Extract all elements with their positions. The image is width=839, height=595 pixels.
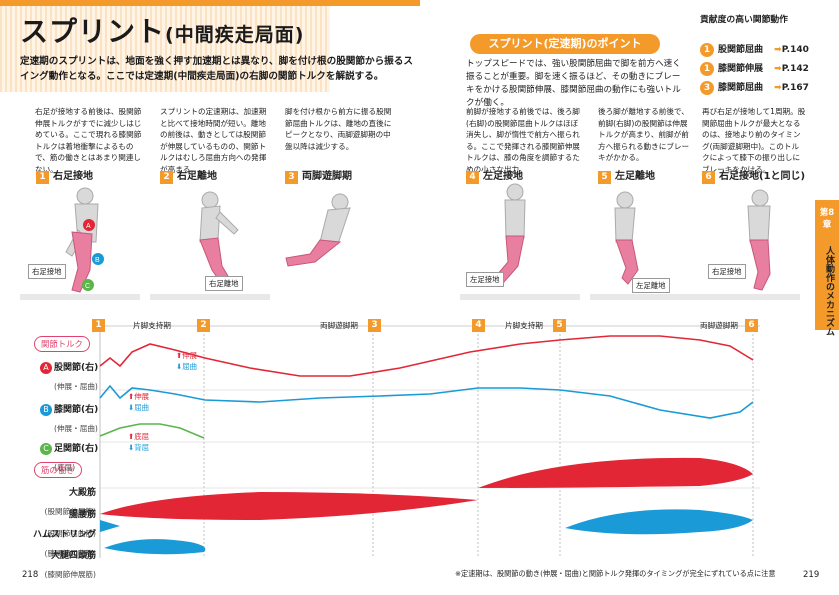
phase-marker-2: 2 [197, 312, 214, 332]
phase-desc-2: スプリントの定速期は、加速期と比べて接地時間が短い。離地の前後は、動きとしては股… [160, 107, 267, 174]
phase-bar-4: 両脚遊脚期 [700, 321, 738, 330]
knee-down-label: ⬇屈曲 [128, 403, 149, 412]
runner-figures: A B C [20, 183, 800, 300]
phase-desc-1: 右足が接地する前後は、股関節伸展トルクがすでに減少しはじめている。ここで現れる膝… [35, 107, 142, 174]
contrib-label: 股関節屈曲 [718, 45, 764, 55]
phase-label-4: 4 左足接地 [466, 167, 523, 184]
phase-bar-3: 片脚支持期 [505, 321, 543, 330]
phase-marker-1: 1 [92, 312, 109, 332]
phase-label-6: 6 右足接地(1と同じ) [702, 167, 805, 184]
contrib-num: 1 [700, 43, 714, 57]
contrib-page[interactable]: P.167 [781, 83, 809, 93]
joint-label-ankle: C 足関節(右) (底屈) [40, 436, 98, 474]
phase-bar-2: 両脚遊脚期 [320, 321, 358, 330]
runner-figure-3 [319, 193, 351, 245]
header-background [0, 0, 330, 92]
torque-graph [99, 322, 760, 558]
point-text: トップスピードでは、強い股関節屈曲で脚を前方へ速く振ることが重要。脚を速く振るほ… [466, 59, 681, 108]
marker-a [83, 219, 95, 231]
phase-label-3: 3 両脚遊脚期 [285, 167, 352, 184]
title-sub: (中間疾走局面) [165, 24, 305, 46]
phase-marker-5: 5 [553, 312, 570, 332]
page-number-right: 219 [803, 570, 820, 580]
svg-text:A: A [86, 223, 91, 230]
phase-desc-6: 再び右足が接地して1周期。股関節屈曲トルクが最大となるのは、接地より前のタイミン… [702, 107, 806, 174]
lead-text: 定速期のスプリントは、地面を強く押す加速期とは異なり、脚を付け根の股関節から振る… [20, 56, 413, 82]
header-accent-bar [0, 0, 420, 6]
chapter-title: 人体動作のメカニズム [824, 246, 834, 336]
contrib-num: 3 [700, 81, 714, 95]
svg-text:C: C [85, 283, 90, 290]
point-title: スプリント(定速期)のポイント [470, 34, 660, 54]
callout-1: 右足接地 [28, 264, 66, 279]
ankle-torque-line [99, 423, 205, 439]
contrib-page[interactable]: P.142 [781, 64, 809, 74]
chapter-tab [815, 200, 839, 330]
muscle-label-iliopsoas: 腸腰筋 (股関節屈曲筋) [44, 510, 97, 538]
svg-text:B: B [95, 257, 100, 264]
runner-figure-5 [614, 191, 636, 243]
hip-up-label: ⬆伸展 [176, 351, 197, 360]
title-main: スプリント [20, 15, 166, 48]
ankle-up-label: ⬆底屈 [128, 432, 149, 441]
phase-desc-5: 後ろ脚が離地する前後で、前脚(右脚)の股関節は伸展トルクが高まり、前脚が前方へ振… [598, 107, 690, 163]
contrib-title: 貢献度の高い関節動作 [700, 15, 788, 25]
iliopsoas-activation [100, 492, 478, 520]
muscle-label-gluteus: 大殿筋 (股関節伸展筋) [44, 488, 97, 516]
contrib-page[interactable]: P.140 [781, 45, 809, 55]
phase-label-2: 2 右足離地 [160, 167, 217, 184]
callout-6: 右足接地 [708, 264, 746, 279]
runner-figure-4 [504, 183, 526, 239]
phase-label-1: 1 右足接地 [36, 167, 93, 184]
gluteus-activation [478, 457, 753, 488]
section-muscle: 筋の働き [34, 462, 82, 478]
hamstring-activation-1 [100, 520, 120, 532]
marker-b [92, 253, 104, 265]
hip-torque-line [99, 335, 754, 377]
knee-up-label: ⬆伸展 [128, 392, 149, 401]
phase-desc-3: 脚を付け根から前方に振る股関節屈曲トルクは、離地の直後にピークとなり、両脚遊脚期… [285, 107, 392, 151]
arrow-icon: ➡ [774, 83, 782, 93]
hamstring-activation-2 [565, 509, 753, 535]
arrow-icon: ➡ [774, 64, 782, 74]
phase-bar-1: 片脚支持期 [133, 321, 171, 330]
contrib-item: 1 膝関節伸展 ➡P.142 [700, 61, 810, 77]
joint-label-knee: B 膝関節(右) (伸展・屈曲) [40, 397, 98, 435]
ankle-down-label: ⬇背屈 [128, 443, 149, 452]
phase-desc-4: 前脚が接地する前後では、後ろ脚(右脚)の股関節屈曲トルクはほぼ消失し、脚が惰性で… [466, 107, 580, 174]
arrow-icon: ➡ [774, 45, 782, 55]
page-number-left: 218 [22, 570, 39, 580]
quadriceps-activation [104, 539, 206, 555]
contrib-label: 膝関節伸展 [718, 64, 764, 74]
section-torque: 関節トルク [34, 336, 90, 352]
phase-marker-6: 6 [745, 312, 762, 332]
phase-marker-4: 4 [472, 312, 489, 332]
runner-figure-6 [747, 189, 771, 243]
contrib-item: 1 股関節屈曲 ➡P.140 [700, 42, 810, 58]
contrib-num: 1 [700, 62, 714, 76]
callout-2: 右足離地 [205, 276, 243, 291]
joint-label-hip: A 股関節(右) (伸展・屈曲) [40, 355, 98, 393]
marker-c [82, 279, 94, 291]
phase-marker-3: 3 [368, 312, 385, 332]
chapter-number: 第8章 [819, 208, 835, 230]
phase-label-5: 5 左足離地 [598, 167, 655, 184]
knee-torque-line [99, 384, 754, 419]
muscle-label-hamstring: ハムストリング (膝関節屈曲筋) [32, 530, 96, 558]
footnote: ※定速期は、股関節の動き(伸展・屈曲)と関節トルク発揮のタイミングが完全にずれて… [455, 569, 776, 578]
muscle-label-quadriceps: 大腿四頭筋 (膝関節伸展筋) [44, 551, 97, 579]
contrib-label: 膝関節屈曲 [718, 83, 764, 93]
callout-4: 左足接地 [466, 272, 504, 287]
callout-5: 左足離地 [632, 278, 670, 293]
runner-figure-2 [199, 191, 239, 243]
contrib-item: 3 膝関節屈曲 ➡P.167 [700, 80, 810, 96]
page-title: スプリント(中間疾走局面) [20, 10, 304, 50]
hip-down-label: ⬇屈曲 [176, 362, 197, 371]
